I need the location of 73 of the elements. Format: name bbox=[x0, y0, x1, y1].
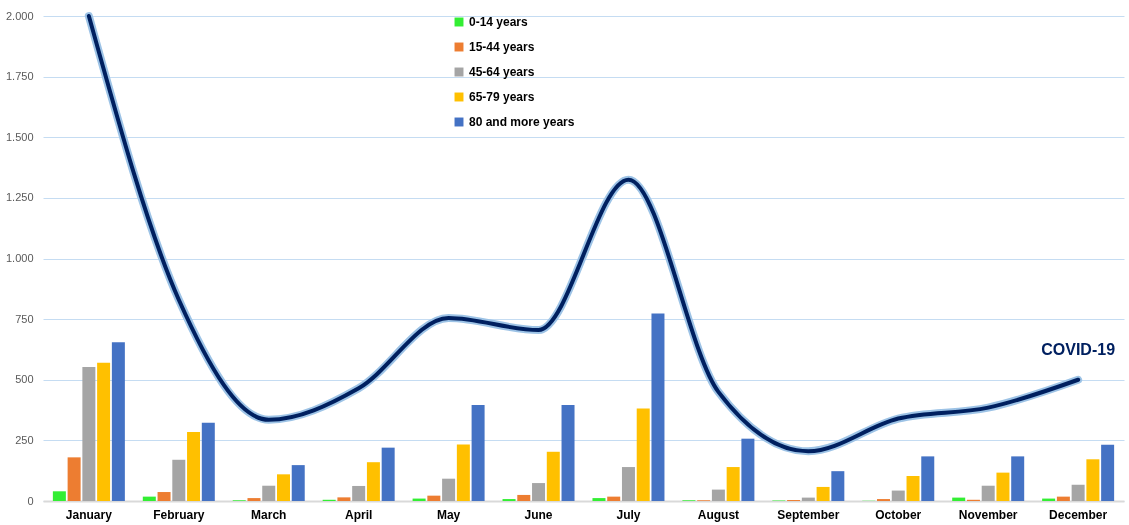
bar bbox=[471, 404, 485, 501]
bar bbox=[381, 447, 395, 501]
x-tick-label: June bbox=[524, 507, 553, 522]
bar bbox=[157, 492, 171, 501]
bar bbox=[891, 490, 905, 501]
legend-label: 45-64 years bbox=[469, 65, 535, 79]
x-tick-label: November bbox=[958, 507, 1018, 522]
bar bbox=[996, 472, 1010, 501]
bar bbox=[142, 496, 156, 501]
bar bbox=[636, 408, 650, 501]
y-tick-label: 2.000 bbox=[5, 9, 34, 22]
bar bbox=[1056, 496, 1070, 501]
y-tick-label: 250 bbox=[15, 433, 34, 446]
bar bbox=[366, 462, 380, 501]
bar bbox=[726, 467, 740, 501]
bar bbox=[187, 431, 201, 501]
bar bbox=[741, 438, 755, 501]
bar bbox=[711, 489, 725, 501]
x-tick-label: May bbox=[436, 507, 461, 522]
bar bbox=[607, 496, 621, 501]
bar bbox=[337, 497, 351, 501]
bar bbox=[291, 465, 305, 501]
bar bbox=[561, 404, 575, 501]
bar bbox=[67, 457, 81, 501]
legend-label: 65-79 years bbox=[469, 90, 535, 104]
bar bbox=[247, 498, 261, 501]
bar bbox=[906, 476, 920, 501]
y-tick-label: 0 bbox=[27, 494, 34, 507]
bar bbox=[276, 474, 290, 501]
bar bbox=[921, 456, 935, 501]
legend-label: 80 and more years bbox=[469, 115, 575, 129]
x-tick-label: March bbox=[251, 507, 287, 522]
bar bbox=[1101, 444, 1115, 501]
bar bbox=[262, 485, 276, 501]
bar bbox=[831, 471, 845, 501]
bar bbox=[52, 491, 66, 501]
bar bbox=[517, 494, 531, 501]
x-tick-label: January bbox=[65, 507, 113, 522]
bar bbox=[442, 478, 456, 501]
bar bbox=[456, 444, 470, 501]
y-tick-label: 1.750 bbox=[5, 70, 34, 83]
y-tick-label: 1.000 bbox=[5, 252, 34, 264]
x-tick-label: December bbox=[1049, 507, 1108, 522]
bar bbox=[172, 459, 186, 501]
bar bbox=[981, 485, 995, 501]
bar bbox=[1011, 456, 1025, 501]
bar bbox=[1086, 459, 1100, 501]
bar bbox=[816, 486, 830, 501]
bar bbox=[621, 467, 635, 501]
bar bbox=[1071, 484, 1085, 501]
y-tick-label: 1.250 bbox=[5, 191, 34, 204]
bar bbox=[97, 362, 111, 501]
bar bbox=[352, 485, 366, 501]
bar bbox=[592, 498, 606, 501]
bar bbox=[532, 483, 546, 501]
legend-label: 0-14 years bbox=[469, 15, 529, 29]
bar bbox=[651, 313, 665, 501]
bar bbox=[82, 366, 96, 501]
bar bbox=[111, 342, 125, 501]
x-tick-label: April bbox=[344, 507, 373, 522]
legend-label: 15-44 years bbox=[469, 40, 535, 54]
x-tick-label: October bbox=[875, 507, 922, 522]
y-tick-label: 500 bbox=[15, 373, 34, 386]
bar bbox=[546, 451, 560, 501]
x-tick-label: August bbox=[697, 507, 740, 522]
x-tick-label: July bbox=[616, 507, 641, 522]
y-tick-label: 1.500 bbox=[5, 130, 34, 143]
bar bbox=[201, 422, 215, 501]
x-tick-label: February bbox=[153, 507, 205, 522]
y-tick-label: 750 bbox=[15, 312, 34, 325]
series-label: COVID-19 bbox=[1041, 340, 1116, 358]
x-tick-label: September bbox=[777, 507, 840, 522]
bar bbox=[427, 495, 441, 501]
